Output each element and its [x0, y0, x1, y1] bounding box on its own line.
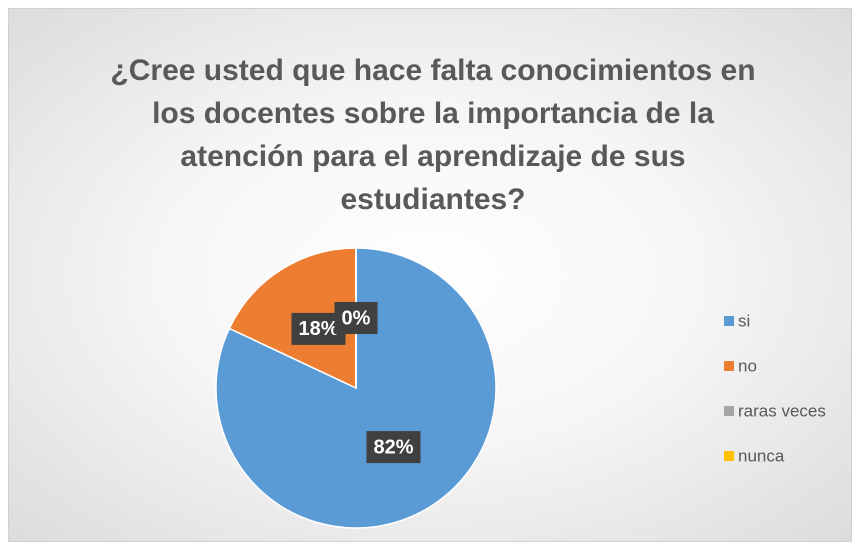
- data-label-box: [334, 302, 378, 334]
- legend-swatch: [724, 316, 734, 326]
- legend-swatch: [724, 451, 734, 461]
- legend-label: raras veces: [738, 401, 826, 420]
- data-label-box: [366, 431, 421, 464]
- legend-swatch: [724, 361, 734, 371]
- data-label: 82%: [373, 436, 413, 458]
- legend-label: nunca: [738, 446, 785, 465]
- chart-title: ¿Cree usted que hace falta conocimientos…: [110, 54, 755, 216]
- legend-label: no: [738, 356, 757, 375]
- data-label-group: 0%: [334, 302, 378, 334]
- data-label: 0%: [342, 307, 371, 329]
- data-label-group: 82%: [366, 431, 421, 464]
- data-label: 18%: [298, 318, 338, 340]
- legend-label: si: [738, 311, 750, 330]
- legend-swatch: [724, 406, 734, 416]
